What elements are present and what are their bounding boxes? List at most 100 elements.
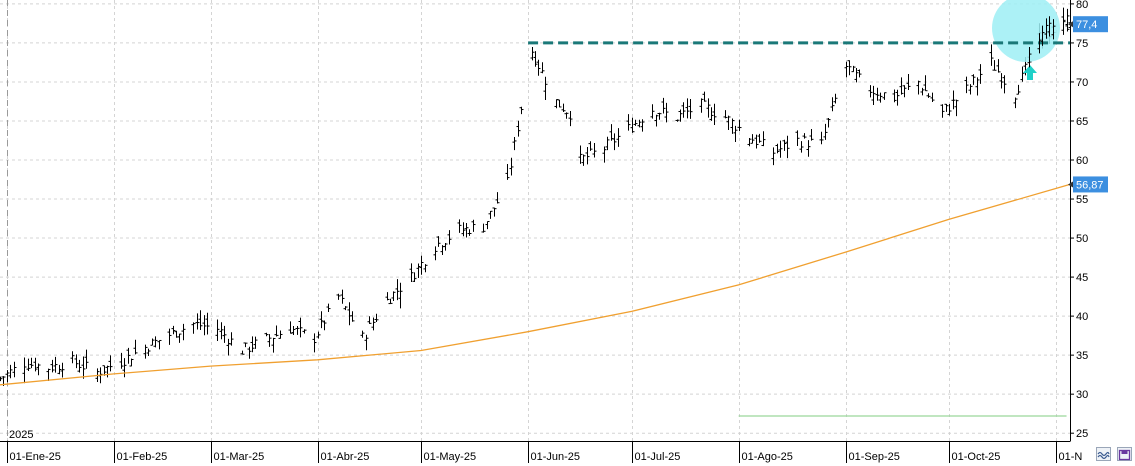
price-bar: [1002, 75, 1007, 94]
price-bar: [940, 104, 945, 118]
price-bar: [578, 145, 583, 164]
price-bar: [685, 98, 690, 119]
price-bar: [271, 337, 276, 353]
price-bar: [202, 315, 207, 336]
y-tick-label: 75: [1076, 38, 1088, 50]
price-bar: [50, 359, 55, 373]
price-bar: [916, 80, 921, 95]
year-label: 2025: [9, 429, 33, 441]
price-bar: [122, 358, 127, 378]
price-bar: [536, 59, 541, 76]
price-bar: [895, 89, 900, 106]
price-bar: [826, 118, 831, 128]
price-bar: [274, 325, 279, 337]
price-bar: [1065, 8, 1070, 30]
x-tick-label: 01-Jul-25: [635, 451, 681, 463]
price-bar: [609, 124, 614, 141]
price-bar: [409, 263, 414, 283]
price-bar: [295, 326, 300, 335]
price-bar: [240, 350, 245, 355]
price-bar: [22, 357, 27, 384]
price-bar: [554, 99, 559, 109]
price-bar: [806, 140, 811, 157]
price-bar: [975, 77, 980, 96]
price-bar: [661, 97, 666, 114]
last-price-label-box: [1073, 16, 1108, 33]
x-tick-label: 01-Abr-25: [321, 451, 370, 463]
price-bars: [0, 7, 1073, 386]
price-bar: [264, 332, 269, 337]
price-bar: [971, 74, 976, 85]
price-bar: [902, 85, 907, 98]
y-tick-label: 40: [1076, 311, 1088, 323]
price-bar: [871, 85, 876, 106]
price-bar: [108, 355, 113, 372]
price-bar: [733, 125, 738, 142]
price-bar: [347, 302, 352, 326]
price-bar: [26, 358, 31, 372]
price-bar: [723, 110, 728, 119]
y-tick-label: 50: [1076, 233, 1088, 245]
price-bar: [102, 365, 107, 376]
price-bar: [57, 364, 62, 375]
price-bar: [882, 92, 887, 100]
price-bar: [219, 322, 224, 340]
price-bar: [568, 110, 573, 127]
price-bar: [461, 222, 466, 237]
price-bar: [833, 93, 838, 104]
price-bar: [278, 330, 283, 339]
price-bar: [730, 118, 735, 134]
price-bar: [592, 143, 597, 158]
price-bar: [688, 99, 693, 119]
moving-average-label: 56,87: [1076, 179, 1104, 191]
price-bar: [319, 311, 324, 329]
price-bar: [391, 291, 396, 302]
y-tick-label: 25: [1076, 428, 1088, 440]
price-bar: [423, 264, 428, 273]
price-bar: [540, 62, 545, 74]
price-bar: [681, 102, 686, 118]
price-bar: [761, 131, 766, 147]
price-bar: [146, 348, 151, 357]
price-bar: [868, 85, 873, 98]
price-bar: [516, 120, 521, 137]
price-bar: [247, 346, 252, 359]
price-bar: [654, 114, 659, 127]
price-bar: [1040, 25, 1045, 46]
price-bar: [133, 339, 138, 355]
price-bar: [543, 76, 548, 100]
x-tick-label: 01-Oct-25: [952, 451, 1001, 463]
x-tick-label: 01-N: [1059, 451, 1083, 463]
price-bar: [699, 98, 704, 113]
price-bar: [799, 141, 804, 153]
price-bar: [119, 352, 124, 369]
price-bar: [640, 119, 645, 132]
price-bar: [457, 219, 462, 233]
price-bar: [899, 77, 904, 95]
price-bar: [467, 229, 472, 236]
price-bar: [360, 330, 365, 338]
y-tick-label: 35: [1076, 350, 1088, 362]
price-bar: [181, 323, 186, 341]
price-bar: [485, 221, 490, 230]
price-bar: [316, 331, 321, 339]
price-bar: [367, 316, 372, 324]
y-tick-label: 30: [1076, 389, 1088, 401]
y-axis-area: [1070, 0, 1135, 466]
price-bar: [471, 219, 476, 232]
price-bar: [633, 119, 638, 126]
price-bar: [712, 103, 717, 125]
y-tick-label: 65: [1076, 116, 1088, 128]
price-bar: [395, 279, 400, 301]
x-tick-label: 01-May-25: [424, 451, 477, 463]
price-bar: [343, 306, 348, 311]
price-bar: [105, 365, 110, 378]
zoom-button[interactable]: [1096, 447, 1111, 461]
price-bar: [750, 134, 755, 144]
moving-average-label-pointer: [1068, 181, 1073, 188]
price-bar: [153, 336, 158, 348]
price-bar: [992, 60, 997, 71]
price-bar: [0, 376, 3, 382]
price-bar: [996, 59, 1001, 73]
save-button[interactable]: [1117, 447, 1132, 461]
